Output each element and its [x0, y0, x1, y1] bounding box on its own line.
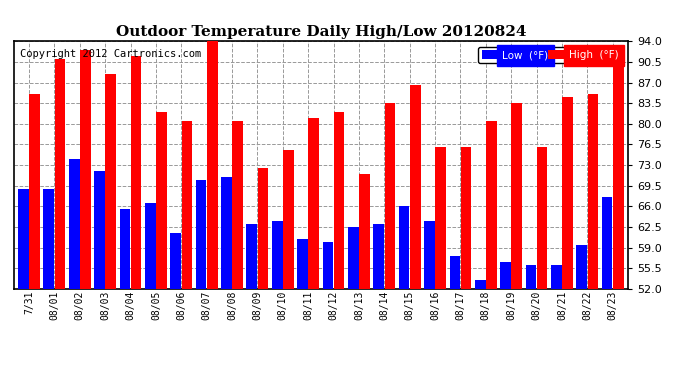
Bar — [181, 121, 193, 289]
Bar — [55, 59, 66, 289]
Bar — [196, 180, 206, 289]
Bar — [551, 265, 562, 289]
Bar — [131, 56, 141, 289]
Bar — [399, 206, 409, 289]
Bar — [156, 112, 167, 289]
Bar — [246, 224, 257, 289]
Bar — [602, 197, 613, 289]
Bar — [449, 256, 460, 289]
Bar — [170, 233, 181, 289]
Bar — [435, 147, 446, 289]
Bar — [257, 168, 268, 289]
Bar — [283, 150, 294, 289]
Bar — [424, 221, 435, 289]
Bar — [119, 209, 130, 289]
Bar — [359, 174, 370, 289]
Bar — [373, 224, 384, 289]
Bar — [323, 242, 333, 289]
Text: Copyright 2012 Cartronics.com: Copyright 2012 Cartronics.com — [20, 49, 201, 58]
Bar — [500, 262, 511, 289]
Bar — [526, 265, 536, 289]
Bar — [576, 244, 587, 289]
Bar — [106, 74, 116, 289]
Bar — [233, 121, 243, 289]
Bar — [297, 238, 308, 289]
Bar — [221, 177, 232, 289]
Bar — [562, 97, 573, 289]
Bar — [29, 94, 40, 289]
Bar — [18, 189, 29, 289]
Legend: Low  (°F), High  (°F): Low (°F), High (°F) — [478, 47, 622, 63]
Bar — [80, 50, 90, 289]
Bar — [486, 121, 497, 289]
Bar — [410, 86, 421, 289]
Bar — [334, 112, 344, 289]
Bar — [537, 147, 547, 289]
Bar — [461, 147, 471, 289]
Bar — [348, 227, 359, 289]
Bar — [69, 159, 79, 289]
Title: Outdoor Temperature Daily High/Low 20120824: Outdoor Temperature Daily High/Low 20120… — [116, 25, 526, 39]
Bar — [95, 171, 105, 289]
Bar — [511, 103, 522, 289]
Bar — [308, 118, 319, 289]
Bar — [613, 59, 624, 289]
Bar — [384, 103, 395, 289]
Bar — [43, 189, 54, 289]
Bar — [475, 280, 486, 289]
Bar — [588, 94, 598, 289]
Bar — [272, 221, 282, 289]
Bar — [145, 203, 156, 289]
Bar — [207, 38, 217, 289]
